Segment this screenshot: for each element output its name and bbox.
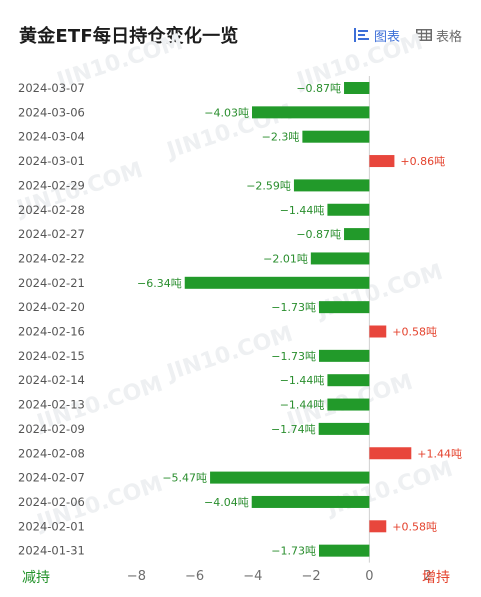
value-label: −6.34吨 [137,277,182,290]
category-label: 2024-02-06 [18,495,85,509]
value-label: −0.87吨 [296,228,341,241]
x-tick-label: −4 [243,569,262,584]
bar [369,520,387,533]
bar [184,276,370,289]
x-tick-label: 2 [423,569,431,584]
tab-chart[interactable]: 图表 [354,25,400,45]
category-label: 2024-01-31 [18,544,85,558]
value-label: −1.73吨 [271,350,316,363]
x-tick-label: 0 [365,569,373,584]
category-label: 2024-02-09 [18,422,85,436]
value-label: +1.44吨 [417,447,462,460]
watermark-text: JIN10.COM [322,457,456,522]
page-title: 黄金ETF每日持仓变化一览 [19,26,239,47]
x-tick-label: −8 [127,569,146,584]
bar [369,325,387,338]
value-label: −2.3吨 [262,131,300,144]
value-label: −4.04吨 [204,496,249,509]
tab-chart-label: 图表 [374,29,401,45]
category-label: 2024-03-01 [18,154,85,168]
bar [327,398,370,411]
category-label: 2024-02-21 [18,276,85,290]
category-label: 2024-02-27 [18,227,85,241]
value-label: +0.58吨 [392,326,437,339]
category-label: 2024-02-08 [18,446,85,460]
bar-chart-icon [354,28,370,42]
category-label: 2024-03-06 [18,105,85,119]
bar [327,374,370,387]
bar [318,544,370,557]
bar [293,179,370,192]
bar [327,203,370,216]
value-label: +0.86吨 [400,155,445,168]
category-label: 2024-02-13 [18,398,85,412]
bar [344,228,370,241]
category-label: 2024-03-07 [18,81,85,95]
value-label: −1.44吨 [280,204,325,217]
value-label: −1.44吨 [280,374,325,387]
bar [318,349,370,362]
bar [369,155,395,168]
value-label: −2.59吨 [246,179,291,192]
category-label: 2024-03-04 [18,130,85,144]
value-label: −1.44吨 [280,399,325,412]
bar [369,447,412,460]
bar [344,82,370,94]
category-label: 2024-02-29 [18,178,85,192]
bar [210,471,370,484]
category-label: 2024-02-28 [18,203,85,217]
value-label: −2.01吨 [263,252,308,265]
category-label: 2024-02-14 [18,373,85,387]
value-label: +0.58吨 [392,520,437,533]
category-label: 2024-02-16 [18,325,85,339]
value-label: −1.74吨 [271,423,316,436]
value-label: −4.03吨 [204,106,249,119]
bar [310,252,370,265]
tab-table-label: 表格 [436,29,463,45]
bar [302,130,370,143]
category-label: 2024-02-22 [18,251,85,265]
category-label: 2024-02-07 [18,471,85,485]
x-tick-label: −6 [185,569,204,584]
category-label: 2024-02-15 [18,349,85,363]
increase-legend-label: 增持 [422,570,450,586]
category-label: 2024-02-20 [18,300,85,314]
value-label: −0.87吨 [296,82,341,95]
bar [251,495,370,508]
value-label: −1.73吨 [271,545,316,558]
bar [318,422,370,435]
tab-table[interactable]: 表格 [416,25,462,45]
bar [318,301,370,314]
watermark-text: JIN10.COM [312,260,446,325]
decrease-legend-label: 减持 [22,570,50,586]
value-label: −1.73吨 [271,301,316,314]
category-label: 2024-02-01 [18,519,85,533]
value-label: −5.47吨 [162,472,207,485]
bar [252,106,370,119]
table-icon [416,28,432,42]
x-tick-label: −2 [302,569,321,584]
